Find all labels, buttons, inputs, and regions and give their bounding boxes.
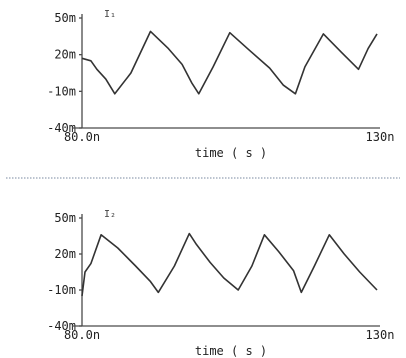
y-tick-label-i1: -40m (47, 121, 76, 135)
x-axis-title-i1: time ( s ) (195, 146, 267, 160)
y-tick-label-i1: 20m (54, 48, 76, 62)
y-tick-label-i1: -10m (47, 84, 76, 98)
y-tick-label-i2: -40m (47, 319, 76, 333)
y-tick-labels-i1: 50m 20m -10m -40m (47, 11, 82, 135)
series-line-i2 (81, 232, 378, 297)
series-line-i1 (81, 30, 378, 95)
y-tick-label-i2: -10m (47, 283, 76, 297)
y-tick-label-i2: 20m (54, 247, 76, 261)
x-tick-label-end-i2: 130n (366, 328, 395, 342)
x-axis-title-i2: time ( s ) (195, 344, 267, 358)
y-tick-label-i2: 50m (54, 211, 76, 225)
x-tick-label-end-i1: 130n (366, 130, 395, 144)
y-tick-label-i1: 50m (54, 11, 76, 25)
y-tick-labels-i2: 50m 20m -10m -40m (47, 211, 82, 333)
trace-label-i1: I₁ (104, 9, 116, 20)
trace-label-i2: I₂ (104, 209, 116, 220)
x-tick-label-start-i2: 80.0n (64, 328, 100, 342)
chart-panel-i1: I₁ 50m 20m -10m -40m 80.0n 130n time ( s ) (47, 9, 394, 160)
chart-panel-i2: I₂ 50m 20m -10m -40m 80.0n 130n time ( s ) (47, 209, 394, 358)
x-tick-label-start-i1: 80.0n (64, 130, 100, 144)
